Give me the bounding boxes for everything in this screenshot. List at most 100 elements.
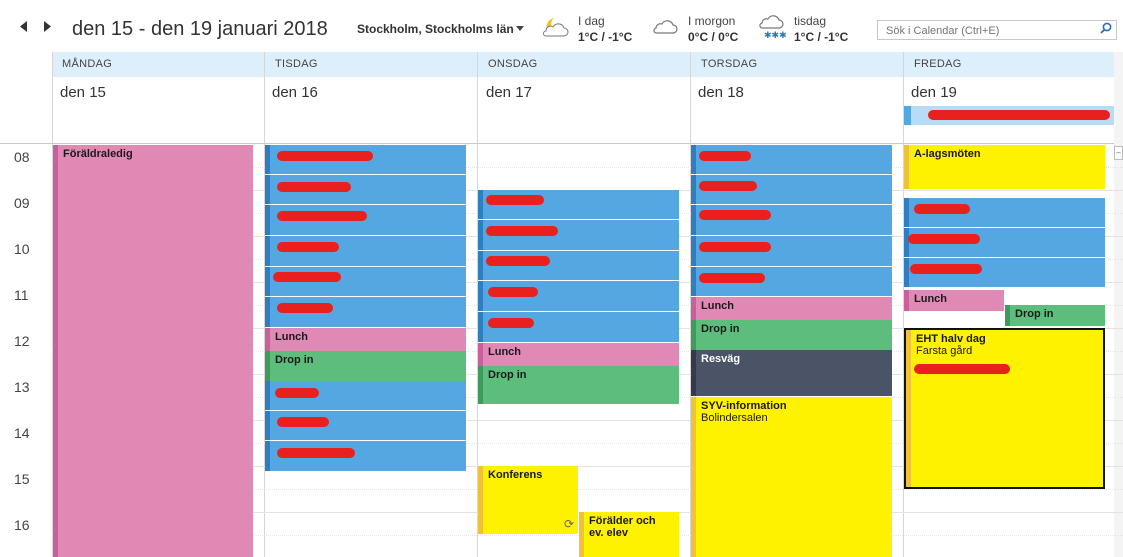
event-lunch-tuesday[interactable]: Lunch xyxy=(265,328,466,351)
next-week-button[interactable] xyxy=(44,20,52,35)
hour-label: 16 xyxy=(14,517,30,533)
event-redacted[interactable] xyxy=(904,258,1105,288)
allday-event-friday[interactable] xyxy=(904,106,1114,125)
half-hour-line xyxy=(52,489,1123,490)
ribbon-strip xyxy=(0,0,1123,6)
redaction-mark xyxy=(486,195,544,205)
chevron-right-icon xyxy=(44,21,51,32)
event-redacted[interactable] xyxy=(265,297,466,328)
event-redacted[interactable] xyxy=(691,145,892,175)
event-redacted[interactable] xyxy=(691,267,892,297)
day-name-thursday: TORSDAG xyxy=(701,58,758,70)
event-redacted[interactable] xyxy=(478,251,679,281)
column-divider xyxy=(52,52,53,557)
chevron-down-icon[interactable] xyxy=(516,23,524,34)
day-date-monday[interactable]: den 15 xyxy=(60,84,106,101)
hour-label: 13 xyxy=(14,379,30,395)
cloud-icon xyxy=(652,16,680,41)
day-name-monday: MÅNDAG xyxy=(62,58,113,70)
event-location: Farsta gård xyxy=(916,345,973,357)
event-lunch-wednesday[interactable]: Lunch xyxy=(478,343,679,366)
event-title: Drop in xyxy=(275,354,314,366)
previous-week-button[interactable] xyxy=(20,20,28,35)
event-lunch-thursday[interactable]: Lunch xyxy=(691,297,892,320)
event-redacted[interactable] xyxy=(478,281,679,312)
event-redacted[interactable] xyxy=(904,228,1105,258)
event-redacted[interactable] xyxy=(265,411,466,441)
event-lunch-friday[interactable]: Lunch xyxy=(904,290,1004,311)
event-redacted[interactable] xyxy=(691,236,892,267)
event-title: Lunch xyxy=(914,293,947,305)
day-date-wednesday[interactable]: den 17 xyxy=(486,84,532,101)
event-dropin-wednesday[interactable]: Drop in xyxy=(478,366,679,404)
event-a-lagsmoten[interactable]: A-lagsmöten xyxy=(904,145,1105,189)
allday-separator xyxy=(0,143,1114,144)
scroll-up-button[interactable]: – xyxy=(1114,146,1123,160)
redaction-mark xyxy=(699,210,771,220)
event-foraldraledig[interactable]: Föräldraledig xyxy=(53,145,253,557)
search-icon[interactable] xyxy=(1100,22,1112,37)
hour-label: 14 xyxy=(14,425,30,441)
redaction-mark xyxy=(277,211,367,221)
day-name-wednesday: ONSDAG xyxy=(488,58,538,70)
event-redacted[interactable] xyxy=(478,220,679,251)
redaction-mark xyxy=(910,264,982,274)
location-selector[interactable]: Stockholm, Stockholms län xyxy=(357,22,514,36)
redaction-mark xyxy=(275,388,319,398)
event-redacted[interactable] xyxy=(265,267,466,297)
event-redacted[interactable] xyxy=(691,205,892,236)
event-redacted[interactable] xyxy=(265,381,466,411)
event-redacted[interactable] xyxy=(478,190,679,220)
redaction-mark xyxy=(914,204,970,214)
event-eht-halv-dag[interactable]: EHT halv dag Farsta gård xyxy=(904,328,1105,489)
event-title: Drop in xyxy=(1015,308,1054,320)
search-box[interactable] xyxy=(877,20,1117,40)
day-header-band xyxy=(52,52,1114,77)
redaction-mark xyxy=(699,242,771,252)
redaction-mark xyxy=(699,273,765,283)
hour-label: 12 xyxy=(14,333,30,349)
day-date-thursday[interactable]: den 18 xyxy=(698,84,744,101)
event-syv-information[interactable]: SYV-information Bolindersalen xyxy=(691,397,892,557)
event-foralder-och-elev[interactable]: Förälder och ev. elev xyxy=(579,512,679,557)
event-redacted[interactable] xyxy=(691,175,892,205)
search-input[interactable] xyxy=(884,24,1088,38)
moon-cloud-icon xyxy=(540,14,572,45)
event-konferens[interactable]: Konferens ⟳ xyxy=(478,466,578,534)
event-title: EHT halv dag xyxy=(916,333,986,345)
event-redacted[interactable] xyxy=(265,145,466,175)
event-title: Resväg xyxy=(701,353,741,365)
event-redacted[interactable] xyxy=(904,198,1105,228)
redaction-mark xyxy=(914,364,1010,374)
event-redacted[interactable] xyxy=(265,441,466,472)
event-redacted[interactable] xyxy=(265,175,466,205)
event-dropin-friday[interactable]: Drop in xyxy=(1005,305,1105,326)
event-title: Lunch xyxy=(275,331,308,343)
redaction-mark xyxy=(486,226,558,236)
weather-tomorrow-label: I morgon xyxy=(688,14,736,28)
day-date-friday[interactable]: den 19 xyxy=(911,84,957,101)
event-dropin-tuesday[interactable]: Drop in xyxy=(265,351,466,381)
event-dropin-thursday[interactable]: Drop in xyxy=(691,320,892,350)
day-date-tuesday[interactable]: den 16 xyxy=(272,84,318,101)
scrollbar-track[interactable] xyxy=(1114,52,1123,557)
event-redacted[interactable] xyxy=(478,312,679,343)
event-resvag[interactable]: Resväg xyxy=(691,350,892,396)
redaction-mark xyxy=(277,448,355,458)
event-redacted[interactable] xyxy=(265,236,466,267)
weather-tomorrow-temp: 0°C / 0°C xyxy=(688,30,739,44)
redaction-mark xyxy=(277,303,333,313)
event-title: Lunch xyxy=(701,300,734,312)
event-title: A-lagsmöten xyxy=(914,148,981,160)
weather-today-label: I dag xyxy=(578,14,605,28)
hour-label: 10 xyxy=(14,241,30,257)
weather-tuesday-label: tisdag xyxy=(794,14,827,28)
weather-today-temp: 1°C / -1°C xyxy=(578,30,633,44)
redaction-mark xyxy=(277,151,373,161)
redaction-mark xyxy=(699,151,751,161)
redaction-mark xyxy=(488,287,538,297)
hour-line xyxy=(52,420,1123,421)
column-divider xyxy=(477,52,478,557)
event-redacted[interactable] xyxy=(265,205,466,236)
redaction-mark xyxy=(277,182,351,192)
